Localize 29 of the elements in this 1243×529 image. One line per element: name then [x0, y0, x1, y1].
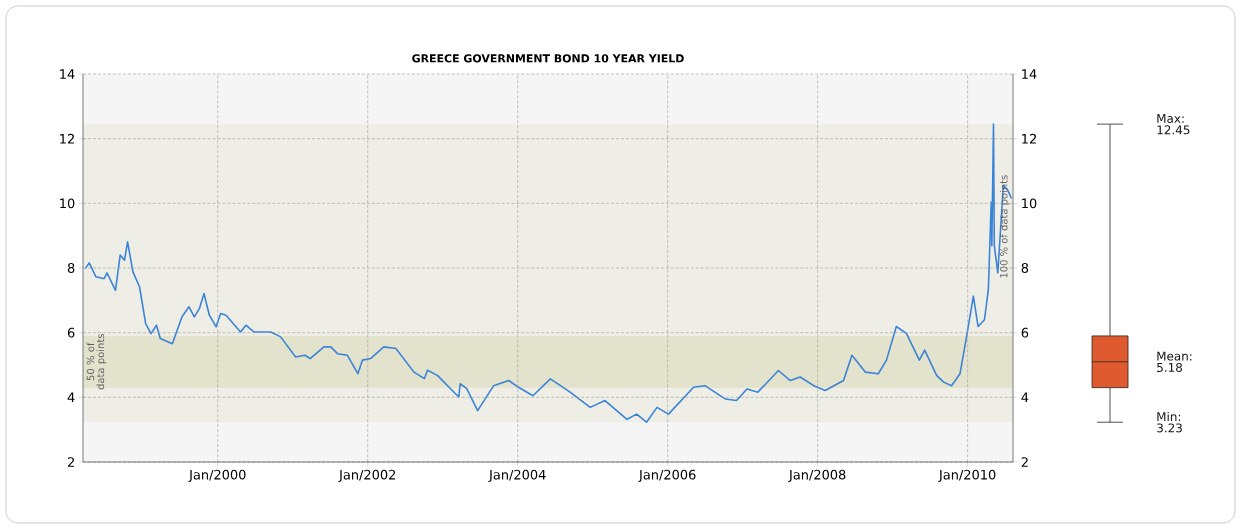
y-tick-label: 4	[67, 392, 75, 403]
y2-tick-label: 14	[1022, 69, 1037, 79]
y2-tick-label: 2	[1021, 457, 1028, 467]
text: Max:	[1157, 114, 1184, 123]
text: 3.23	[1157, 423, 1182, 433]
y2-tick-label: 6	[1021, 327, 1029, 338]
y2-tick-label: 8	[1021, 263, 1029, 273]
text: 5.18	[1157, 362, 1183, 373]
y-tick-label: 12	[60, 133, 74, 144]
y-tick-label: 10	[60, 198, 75, 209]
band-label: 50 % of data points	[86, 334, 107, 390]
y2-tick-label: 10	[1022, 198, 1037, 209]
x-tick-label: Jan/2006	[638, 469, 696, 482]
x-tick-label: Jan/2004	[488, 469, 546, 482]
x-tick-label: Jan/2010	[938, 469, 996, 482]
x-tick-label: Jan/2002	[338, 469, 396, 482]
text: Mean:	[1157, 351, 1192, 361]
chart-title: GREECE GOVERNMENT BOND 10 YEAR YIELD	[412, 54, 684, 63]
text: Min:	[1157, 411, 1181, 422]
y-tick-label: 14	[60, 69, 75, 79]
band-label: 100 % of data points	[999, 175, 1010, 278]
x-tick-label: Jan/2008	[788, 469, 846, 482]
y2-tick-label: 4	[1021, 392, 1029, 403]
y-tick-label: 2	[67, 457, 74, 467]
text: 12.45	[1157, 125, 1190, 135]
y-tick-label: 8	[67, 263, 75, 273]
y-tick-label: 6	[67, 327, 75, 338]
x-tick-label: Jan/2000	[188, 469, 246, 482]
y2-tick-label: 12	[1022, 133, 1036, 144]
